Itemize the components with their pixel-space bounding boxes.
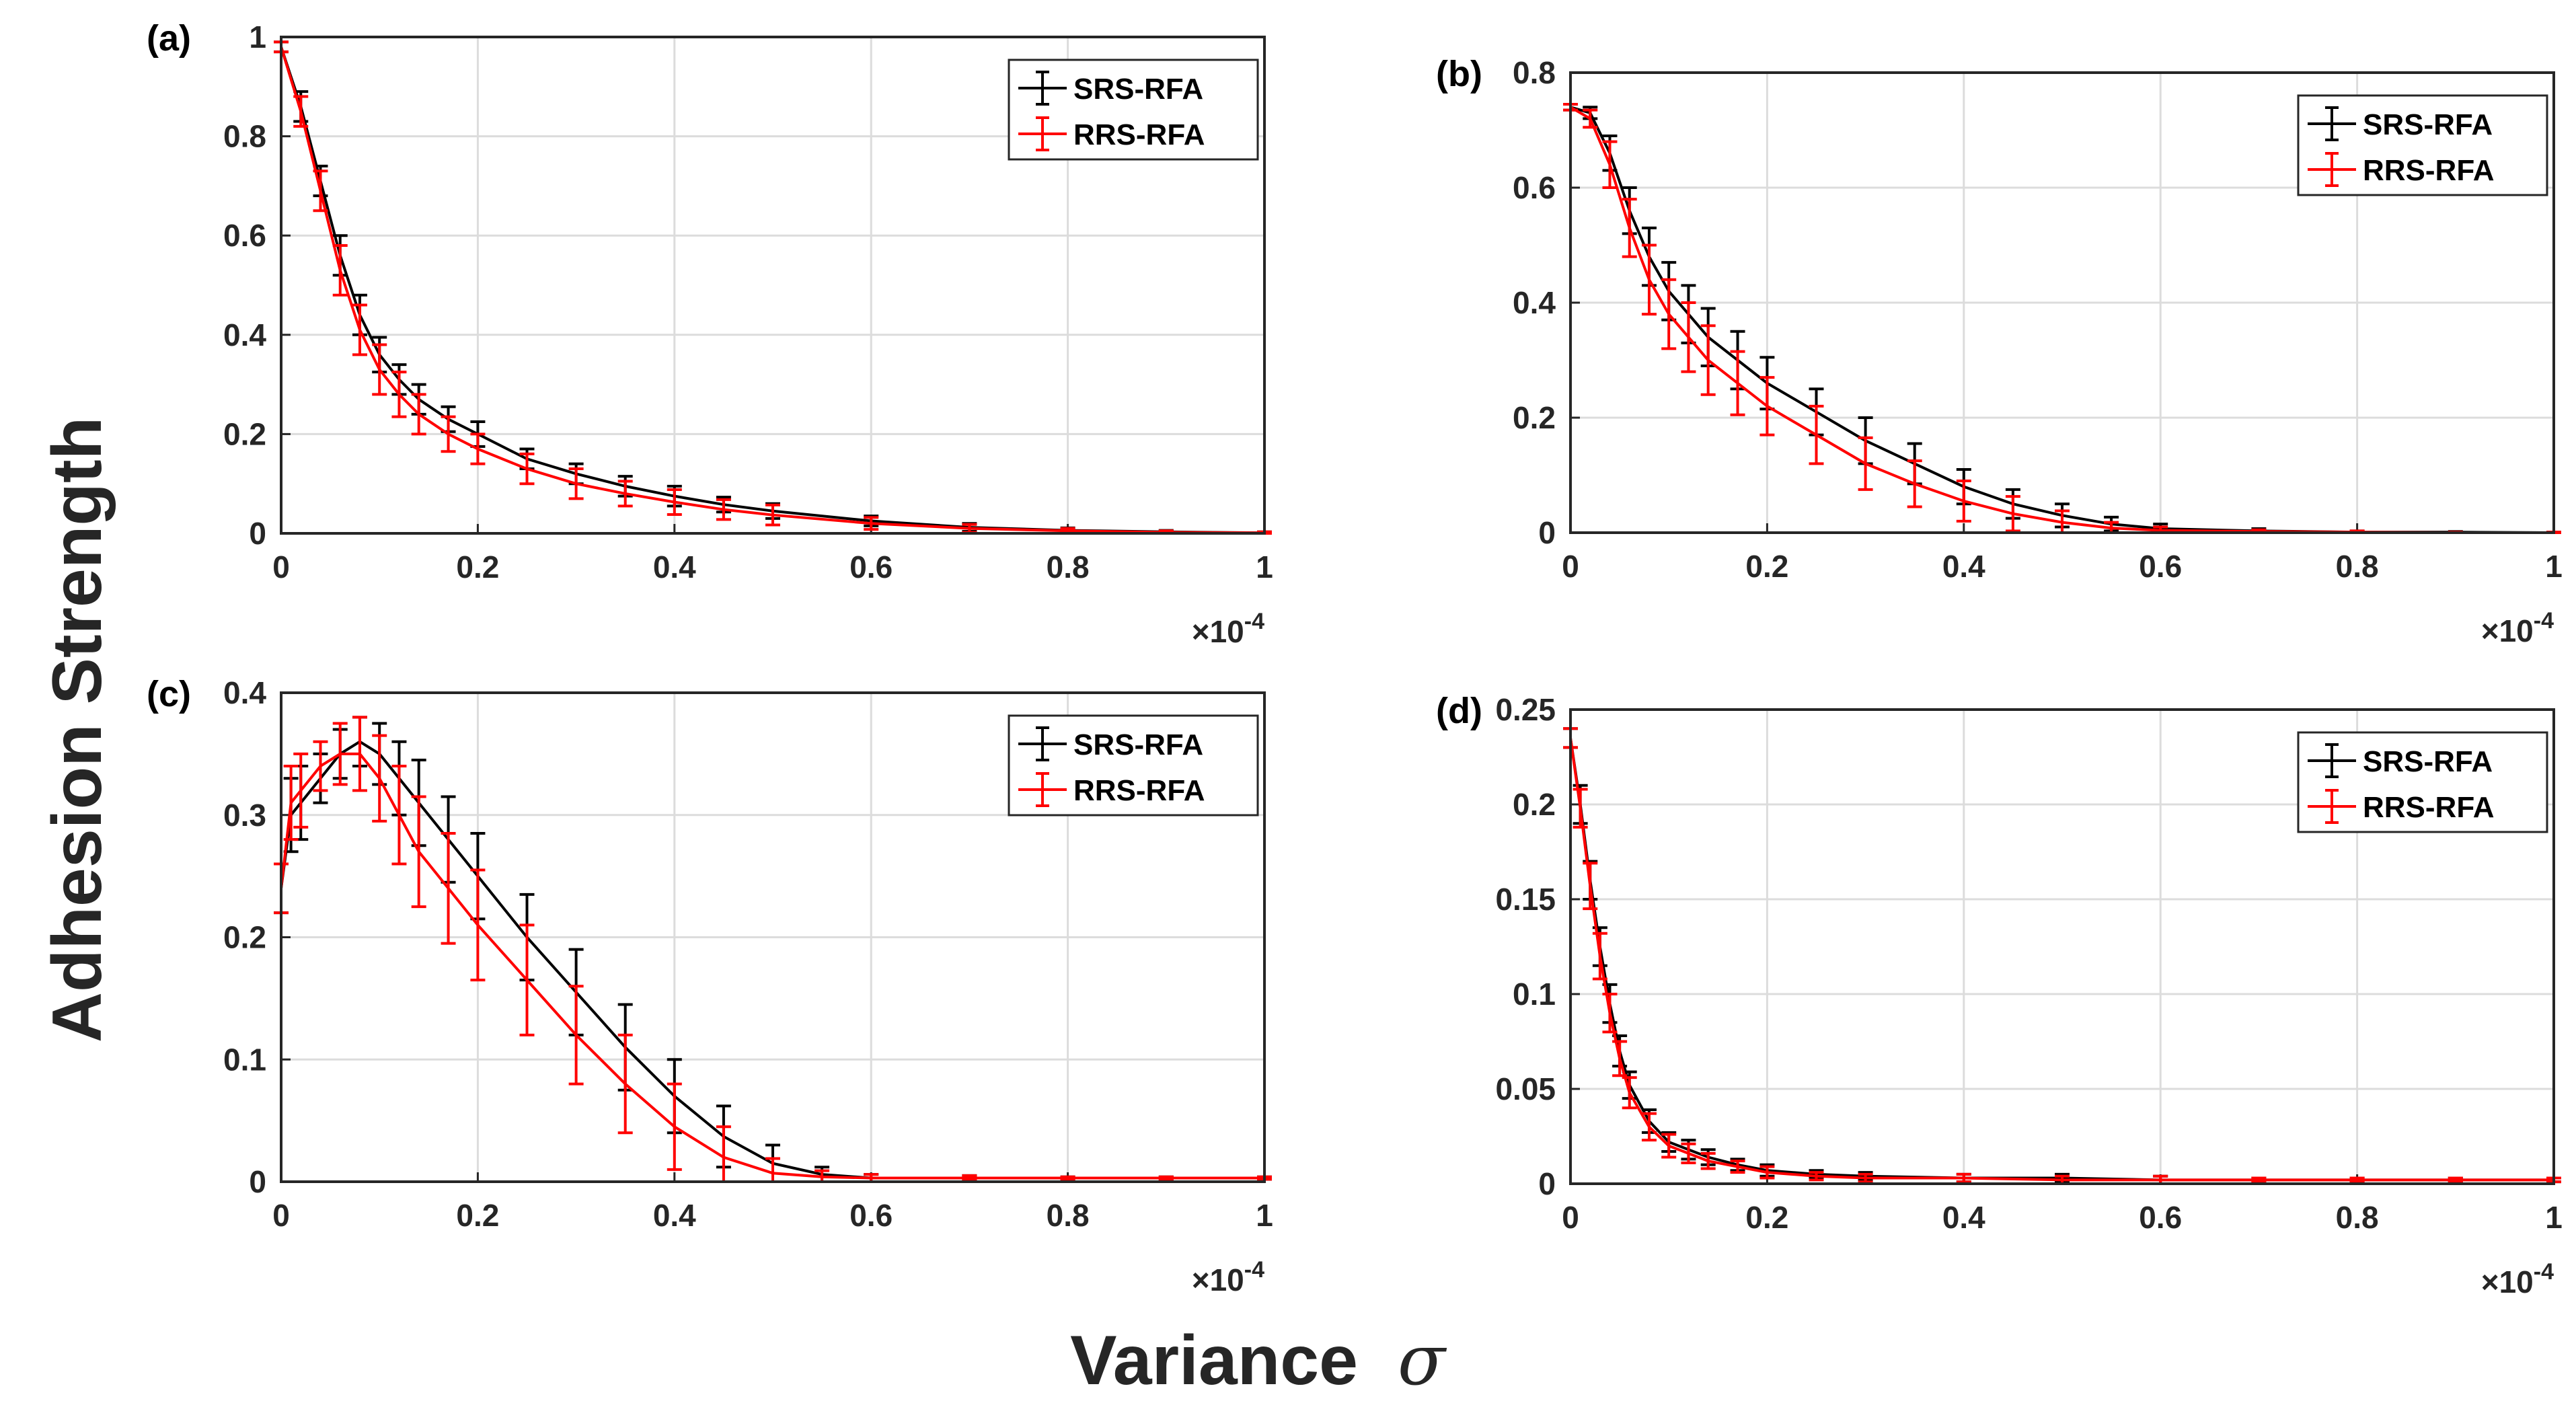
x-tick-label: 1 [2545, 549, 2563, 584]
legend: SRS-RFA RRS-RFA [2297, 94, 2548, 196]
x-tick-label: 0.4 [653, 1198, 696, 1233]
figure-x-axis-label-text: Variance [1070, 1322, 1358, 1400]
legend-label: SRS-RFA [1073, 728, 1203, 761]
y-tick-label: 0.8 [1513, 55, 1556, 90]
y-tick-label: 0.25 [1495, 692, 1556, 727]
x-tick-label: 0.6 [849, 1198, 893, 1233]
x-tick-label: 1 [2545, 1200, 2563, 1235]
legend-label: RRS-RFA [2363, 791, 2495, 824]
axes-box [1569, 71, 2555, 534]
panel-1: 0 0.2 0.4 0.6 0.8 1 0 0.2 0.4 0.6 0.8 1 ×10-4 (a) SRS-… [147, 18, 1273, 649]
x-exponent-label: ×10-4 [1192, 1257, 1264, 1297]
y-tick-label: 0 [249, 1164, 266, 1199]
y-tick-label: 0.4 [223, 675, 266, 710]
axes-box [280, 691, 1266, 1183]
figure-x-axis-label: Variance σ [1070, 1319, 1447, 1401]
y-tick-label: 0.4 [223, 317, 266, 352]
x-tick-label: 0.2 [456, 1198, 499, 1233]
y-tick-label: 0.1 [1513, 977, 1556, 1012]
legend-label: SRS-RFA [2363, 108, 2493, 141]
panel-2: 0 0.2 0.4 0.6 0.8 1 0 0.2 0.4 0.6 0.8 ×10-4 (b) SRS-R… [1436, 54, 2563, 648]
x-tick-label: 0.2 [456, 549, 499, 584]
panel-label: (a) [147, 18, 191, 59]
x-tick-label: 0.8 [1047, 1198, 1090, 1233]
y-tick-label: 1 [249, 20, 266, 54]
panel-label: (b) [1436, 54, 1482, 94]
legend-box [2297, 731, 2548, 833]
x-tick-label: 0.4 [1942, 1200, 1985, 1235]
panel-3: 0 0.2 0.4 0.6 0.8 1 0 0.1 0.2 0.3 0.4 ×10-4 (c) SRS-R… [147, 674, 1273, 1297]
y-tick-label: 0.2 [1513, 400, 1556, 435]
y-tick-label: 0.2 [223, 416, 266, 451]
legend-box [1008, 59, 1259, 161]
y-tick-label: 0 [1538, 515, 1556, 550]
x-tick-label: 0.6 [849, 549, 893, 584]
y-tick-label: 0.3 [223, 798, 266, 833]
series-line [1569, 106, 2554, 534]
legend-label: RRS-RFA [1073, 774, 1205, 807]
x-tick-label: 1 [1256, 1198, 1273, 1233]
y-tick-label: 0.8 [223, 119, 266, 154]
y-tick-label: 0.6 [223, 218, 266, 253]
x-exponent-power: -4 [2534, 1259, 2554, 1285]
y-tick-label: 0.1 [223, 1042, 266, 1077]
x-exponent-label: ×10-4 [1192, 609, 1264, 649]
y-tick-label: 0.15 [1495, 882, 1556, 917]
x-tick-label: 0 [272, 1198, 290, 1233]
legend: SRS-RFA RRS-RFA [2297, 731, 2548, 833]
legend: SRS-RFA RRS-RFA [1008, 59, 1259, 161]
figure-y-axis-label: Adhesion Strength [38, 417, 116, 1042]
series-line [280, 752, 1264, 1180]
axes-box [1569, 708, 2555, 1185]
series-RRS-RFA [274, 716, 1272, 1183]
legend-box [1008, 714, 1259, 817]
panel-label: (c) [147, 674, 191, 714]
x-tick-label: 0.2 [1745, 549, 1788, 584]
x-tick-label: 0.2 [1745, 1200, 1788, 1235]
x-tick-label: 0 [1562, 1200, 1579, 1235]
y-tick-label: 0.4 [1513, 285, 1556, 320]
x-tick-label: 1 [1256, 549, 1273, 584]
y-tick-label: 0.2 [223, 920, 266, 955]
x-exponent-power: -4 [1244, 1257, 1264, 1283]
legend: SRS-RFA RRS-RFA [1008, 714, 1259, 817]
x-tick-label: 0.6 [2139, 549, 2182, 584]
legend-label: RRS-RFA [2363, 154, 2495, 187]
x-tick-label: 0.6 [2139, 1200, 2182, 1235]
sigma-symbol: σ [1398, 1319, 1447, 1401]
x-exponent-label: ×10-4 [2481, 1259, 2554, 1299]
x-tick-label: 0 [1562, 549, 1579, 584]
x-tick-label: 0 [272, 549, 290, 584]
x-exponent-power: -4 [1244, 609, 1264, 634]
y-tick-label: 0 [1538, 1166, 1556, 1201]
panel-label: (d) [1436, 691, 1482, 731]
y-tick-label: 0.05 [1495, 1071, 1556, 1106]
series-line [1569, 738, 2554, 1182]
x-tick-label: 0.4 [653, 549, 696, 584]
x-tick-label: 0.8 [2336, 1200, 2379, 1235]
x-exponent-label: ×10-4 [2481, 608, 2554, 648]
panel-4: 0 0.2 0.4 0.6 0.8 1 0 0.05 0.1 0.15 0.2 0.25 ×10-4 (d… [1436, 691, 2563, 1299]
legend-label: RRS-RFA [1073, 118, 1205, 151]
legend-label: SRS-RFA [1073, 73, 1203, 106]
series-line [280, 46, 1265, 535]
x-tick-label: 0.8 [2336, 549, 2379, 584]
x-tick-label: 0.8 [1047, 549, 1090, 584]
legend-label: SRS-RFA [2363, 745, 2493, 778]
x-exponent-power: -4 [2534, 608, 2554, 634]
y-tick-label: 0 [249, 516, 266, 551]
legend-box [2297, 94, 2548, 196]
y-tick-label: 0.6 [1513, 170, 1556, 205]
x-tick-label: 0.4 [1942, 549, 1985, 584]
y-tick-label: 0.2 [1513, 787, 1556, 822]
axes-box [280, 36, 1266, 535]
